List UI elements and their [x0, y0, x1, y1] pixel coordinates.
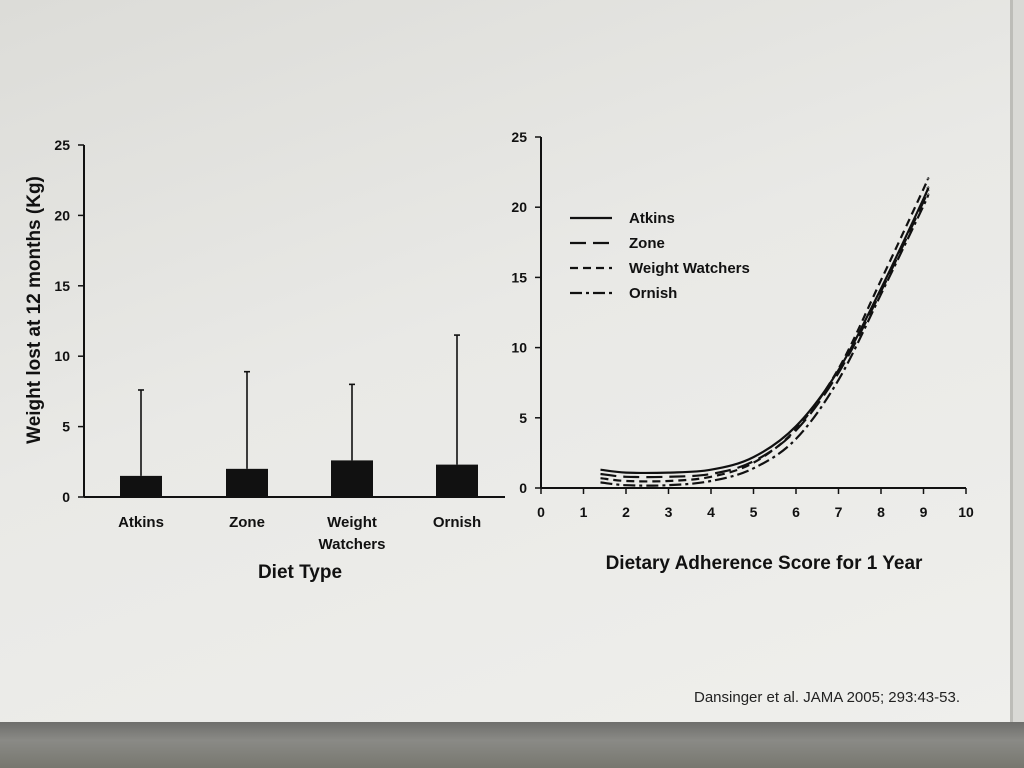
y-tick-label: 25 [54, 137, 70, 153]
y-tick-label: 20 [511, 199, 527, 215]
slide: 0 5 10 15 20 25 Atkins Zone Weight Watchers Ornish… [0, 0, 1013, 722]
y-tick-label: 15 [54, 278, 70, 294]
bar [436, 464, 478, 497]
legend: Atkins Zone Weight Watchers Ornish [570, 210, 750, 302]
series-line [600, 177, 930, 483]
x-tick-label: 7 [835, 504, 843, 520]
y-tick-label: 25 [511, 129, 527, 145]
legend-label: Atkins [629, 210, 675, 227]
series-line [600, 189, 930, 479]
x-tick-label: 4 [707, 504, 715, 520]
x-tick-label: 3 [665, 504, 673, 520]
y-tick-label: 5 [62, 419, 70, 435]
x-category-label: Ornish [433, 514, 481, 531]
y-tick-label: 10 [511, 340, 527, 356]
x-tick-label: 6 [792, 504, 800, 520]
x-category-label: Watchers [319, 536, 386, 553]
bar [120, 475, 162, 497]
y-tick-label: 5 [519, 410, 527, 426]
bar [331, 460, 373, 497]
legend-label: Zone [629, 235, 665, 252]
x-tick-label: 1 [580, 504, 588, 520]
y-axis-title: Weight lost at 12 months (Kg) [24, 176, 45, 444]
y-tick-label: 20 [54, 207, 70, 223]
bar-chart: 0 5 10 15 20 25 Atkins Zone Weight Watchers Ornish… [24, 137, 505, 583]
x-tick-label: 8 [877, 504, 885, 520]
y-tick-label: 10 [54, 348, 70, 364]
x-tick-label: 9 [920, 504, 928, 520]
y-tick-label: 15 [511, 269, 527, 285]
x-tick-label: 2 [622, 504, 630, 520]
x-category-label: Weight [327, 514, 377, 531]
x-tick-label: 5 [750, 504, 758, 520]
citation: Dansinger et al. JAMA 2005; 293:43-53. [694, 689, 961, 706]
monitor-bezel [0, 722, 1024, 768]
x-category-label: Zone [229, 514, 265, 531]
series-line [600, 193, 930, 487]
y-tick-label: 0 [519, 480, 527, 496]
x-tick-label: 10 [958, 504, 974, 520]
x-axis-title: Dietary Adherence Score for 1 Year [606, 553, 923, 574]
legend-label: Weight Watchers [629, 260, 750, 277]
series-line [600, 186, 930, 474]
x-axis-title: Diet Type [258, 562, 342, 583]
legend-label: Ornish [629, 285, 677, 302]
x-tick-label: 0 [537, 504, 545, 520]
x-category-label: Atkins [118, 514, 164, 531]
bar [226, 468, 268, 497]
y-tick-label: 0 [62, 489, 70, 505]
line-chart: 0 5 10 15 20 25 0 1 2 3 4 5 6 7 8 9 10 Atkins Zone Weight W… [511, 129, 974, 574]
